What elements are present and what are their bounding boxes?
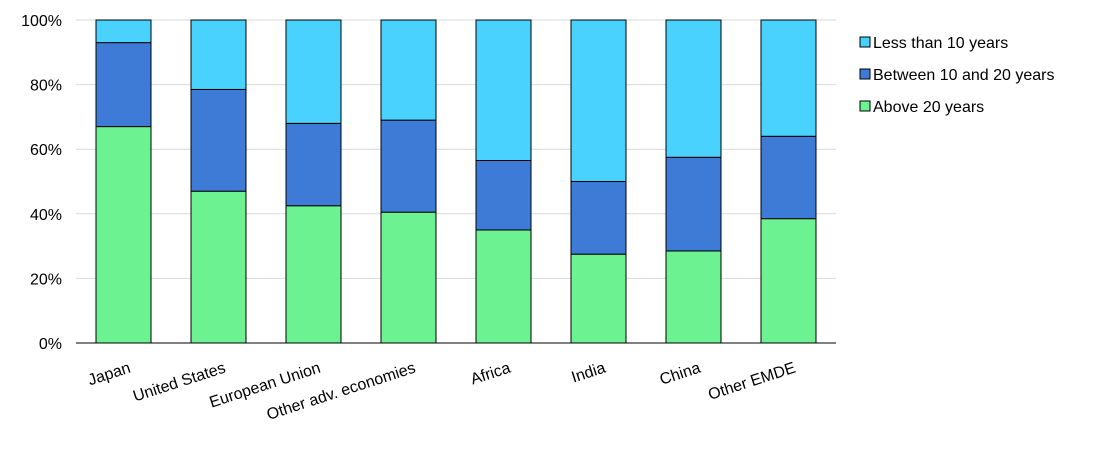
- legend-swatch-between-10-and-20-years: [859, 68, 871, 80]
- y-tick-label: 60%: [30, 142, 62, 159]
- bar-segment-united-states-between-10-and-20-years: [190, 88, 247, 192]
- x-category-label: China: [658, 360, 703, 389]
- bar-segment-other-emde-above-20-years: [760, 218, 817, 344]
- bar-segment-other-emde-between-10-and-20-years: [760, 135, 817, 220]
- bar-segment-european-union-between-10-and-20-years: [285, 122, 342, 207]
- y-tick-label: 100%: [21, 13, 62, 30]
- y-tick-label: 0%: [39, 336, 62, 353]
- bar-segment-japan-less-than-10-years: [95, 19, 152, 44]
- bar-segment-africa-above-20-years: [475, 229, 532, 344]
- bar-segment-africa-less-than-10-years: [475, 19, 532, 162]
- bar-segment-other-adv-economies-above-20-years: [380, 211, 437, 344]
- x-category-label: Japan: [86, 360, 133, 390]
- legend-label-less-than-10-years: Less than 10 years: [873, 35, 1008, 52]
- bar-segment-japan-above-20-years: [95, 126, 152, 344]
- y-tick-label: 20%: [30, 271, 62, 288]
- bars: [95, 19, 817, 344]
- y-tick-label: 40%: [30, 207, 62, 224]
- bar-segment-japan-between-10-and-20-years: [95, 42, 152, 128]
- bar-segment-other-adv-economies-less-than-10-years: [380, 19, 437, 121]
- legend-label-above-20-years: Above 20 years: [873, 99, 984, 116]
- bar-segment-china-between-10-and-20-years: [665, 156, 722, 252]
- bar-segment-united-states-less-than-10-years: [190, 19, 247, 90]
- bar-segment-european-union-above-20-years: [285, 205, 342, 344]
- y-axis-tick-labels: 0% 20% 40% 60% 80% 100%: [21, 13, 62, 353]
- x-category-label: India: [569, 360, 607, 387]
- legend-swatch-above-20-years: [859, 100, 871, 112]
- y-tick-label: 80%: [30, 78, 62, 95]
- bar-segment-china-above-20-years: [665, 250, 722, 344]
- x-category-label: Other EMDE: [706, 360, 798, 404]
- bar-segment-india-less-than-10-years: [570, 19, 627, 182]
- legend-swatch-less-than-10-years: [859, 36, 871, 48]
- bar-segment-india-between-10-and-20-years: [570, 181, 627, 255]
- bar-segment-china-less-than-10-years: [665, 19, 722, 158]
- x-category-label: Africa: [469, 360, 513, 389]
- legend: Less than 10 years Between 10 and 20 year…: [859, 35, 1054, 116]
- legend-label-between-10-and-20-years: Between 10 and 20 years: [873, 67, 1054, 84]
- bar-segment-other-emde-less-than-10-years: [760, 19, 817, 137]
- bar-segment-africa-between-10-and-20-years: [475, 160, 532, 231]
- bar-segment-united-states-above-20-years: [190, 190, 247, 344]
- bar-segment-india-above-20-years: [570, 253, 627, 344]
- bar-segment-other-adv-economies-between-10-and-20-years: [380, 119, 437, 213]
- gridlines: [76, 19, 836, 279]
- bar-segment-european-union-less-than-10-years: [285, 19, 342, 124]
